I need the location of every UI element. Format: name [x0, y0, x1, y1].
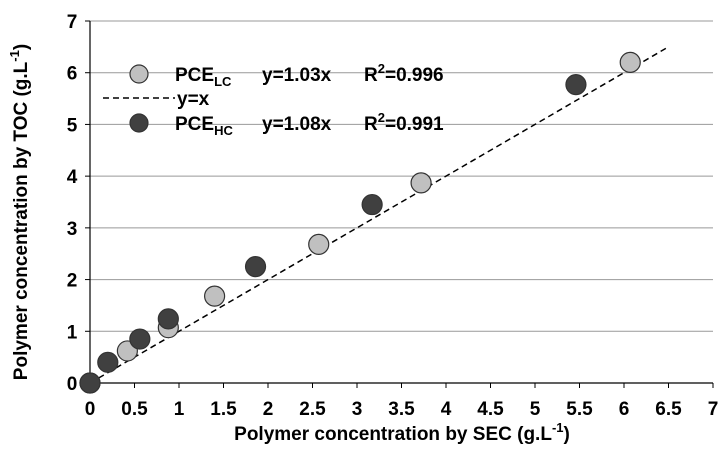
- grid-lines: [90, 20, 713, 332]
- legend-hc-r2-label: R: [364, 114, 378, 135]
- x-tick-label-4.5: 4.5: [477, 399, 504, 420]
- legend-lc-subscript: LC: [214, 74, 232, 89]
- x-tick-label-1: 1: [174, 399, 185, 420]
- x-tick-label-3: 3: [352, 399, 363, 420]
- legend-entry-pce-hc: PCEHC y=1.08x R2=0.991: [175, 110, 444, 138]
- legend-marker-pce-lc: [129, 64, 149, 84]
- y-tick-label-6: 6: [67, 64, 78, 85]
- data-point-pce-hc-1: [97, 351, 119, 373]
- x-tick-label-5.5: 5.5: [566, 399, 593, 420]
- x-tick-label-0.5: 0.5: [121, 399, 148, 420]
- legend-hc-r2-value: =0.991: [385, 114, 444, 135]
- data-point-pce-lc-3: [204, 285, 226, 307]
- data-point-pce-hc-4: [244, 256, 267, 278]
- x-tick-label-6.5: 6.5: [655, 399, 682, 420]
- data-point-pce-hc-0: [79, 372, 101, 394]
- legend: PCELC y=1.03x R2=0.996 y=x PCEHC y=1.08x R2=…: [103, 61, 444, 138]
- y-tick-label-5: 5: [67, 115, 78, 136]
- data-point-pce-hc-3: [157, 308, 179, 330]
- data-point-pce-lc-6: [619, 51, 641, 73]
- data-point-pce-hc-6: [565, 74, 587, 96]
- legend-hc-name: PCE: [175, 114, 214, 135]
- data-point-pce-hc-5: [361, 193, 383, 216]
- x-tick-label-5: 5: [530, 399, 541, 420]
- x-tick-label-2: 2: [263, 399, 274, 420]
- reference-line-y-equals-x: [89, 46, 669, 384]
- x-tick-label-0: 0: [85, 399, 96, 420]
- legend-entry-pce-lc: PCELC y=1.03x R2=0.996: [175, 61, 444, 89]
- x-tick-label-4: 4: [441, 399, 452, 420]
- x-tick-label-1.5: 1.5: [210, 399, 237, 420]
- data-point-pce-lc-5: [410, 172, 432, 194]
- x-tick-label-3.5: 3.5: [388, 399, 415, 420]
- axes: [85, 20, 714, 388]
- y-tick-label-1: 1: [67, 322, 78, 343]
- legend-entry-y-equals-x: y=x: [177, 89, 210, 110]
- legend-lc-r2-label: R: [364, 65, 378, 86]
- legend-hc-subscript: HC: [214, 123, 233, 138]
- x-tick-label-7: 7: [708, 399, 719, 420]
- legend-marker-pce-hc: [129, 113, 149, 133]
- legend-lc-r2-sup: 2: [378, 61, 385, 76]
- legend-lc-r2-value: =0.996: [385, 65, 444, 86]
- legend-hc-r2-sup: 2: [378, 110, 385, 125]
- y-axis-title: Polymer concentration by TOC (g.L-1): [7, 44, 32, 380]
- x-axis-title: Polymer concentration by SEC (g.L-1): [234, 420, 570, 445]
- y-tick-label-0: 0: [67, 374, 78, 395]
- data-point-pce-lc-4: [308, 233, 330, 256]
- legend-hc-equation: y=1.08x: [262, 114, 332, 135]
- y-tick-label-7: 7: [67, 12, 78, 33]
- y-tick-label-4: 4: [67, 167, 78, 188]
- y-tick-label-3: 3: [67, 219, 78, 240]
- data-points: [79, 51, 641, 394]
- legend-lc-name: PCE: [175, 65, 214, 86]
- x-tick-label-2.5: 2.5: [299, 399, 326, 420]
- x-tick-label-6: 6: [619, 399, 630, 420]
- reference-line-layer: [89, 46, 669, 384]
- legend-lc-equation: y=1.03x: [262, 65, 332, 86]
- data-point-pce-hc-2: [129, 328, 151, 350]
- tick-labels: 0 0.5 1 1.5 2 2.5 3 3.5 4 4.5 5 5.5 6 6.5 7 0 1 2 3 4 5 6 7: [67, 12, 719, 420]
- y-tick-label-2: 2: [67, 271, 78, 292]
